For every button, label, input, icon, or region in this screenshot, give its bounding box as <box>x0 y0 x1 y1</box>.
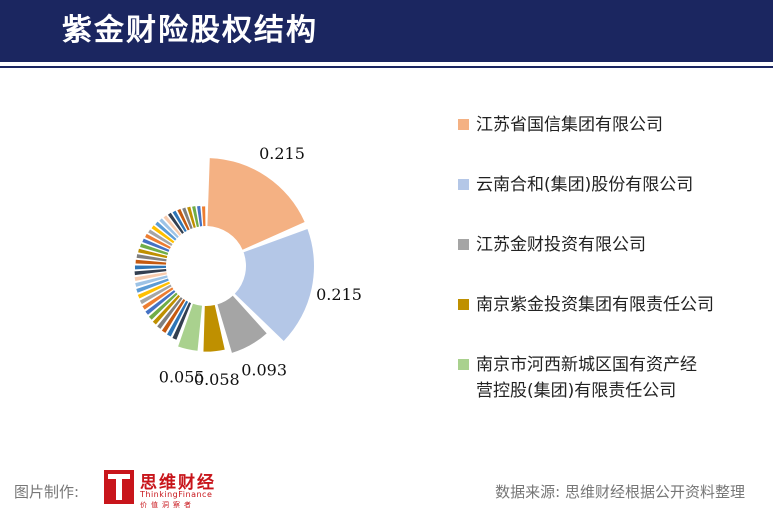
data-label-4: 0.058 <box>194 370 240 389</box>
pie-slice-other-20 <box>142 238 170 252</box>
pie-slice-other-28 <box>172 210 187 233</box>
logo-slogan: 价值洞察者 <box>140 501 195 509</box>
pie-slice-4 <box>203 305 225 352</box>
pie-slice-other-24 <box>155 221 177 241</box>
pie-slice-other-1 <box>172 302 192 340</box>
title-divider <box>0 66 773 68</box>
legend-label-4: 南京紫金投资集团有限责任公司 <box>476 295 714 315</box>
pie-slice-other-5 <box>152 294 180 325</box>
pie-slice-other-8 <box>142 287 174 310</box>
legend-label-5-line-2: 营控股(集团)有限责任公司 <box>476 381 676 401</box>
pie-slice-other-27 <box>167 212 184 234</box>
pie-slice-other-10 <box>137 281 171 299</box>
legend-swatch-1 <box>458 119 469 130</box>
pie-slice-other-6 <box>148 292 178 320</box>
pie-slices <box>134 158 315 353</box>
pie-slice-other-14 <box>134 268 167 276</box>
data-label-1: 0.215 <box>259 144 305 163</box>
data-source: 数据来源: 思维财经根据公开资料整理 <box>495 483 745 501</box>
pie-slice-other-31 <box>187 206 196 228</box>
pie-slice-other-11 <box>136 278 169 293</box>
title-bar: 紫金财险股权结构 <box>0 0 773 62</box>
footer-credit-label: 图片制作: <box>14 483 80 501</box>
pie-slice-other-13 <box>134 272 167 282</box>
legend-swatch-2 <box>458 179 469 190</box>
legend-label-1: 江苏省国信集团有限公司 <box>476 115 663 135</box>
pie-slice-other-21 <box>145 233 171 249</box>
pie-slice-other-12 <box>135 275 168 287</box>
pie-slice-other-16 <box>135 259 167 265</box>
pie-slice-other-34 <box>201 206 206 227</box>
legend-swatch-4 <box>458 299 469 310</box>
pie-slice-other-17 <box>136 254 167 262</box>
pie-slice-other-18 <box>138 248 168 259</box>
pie-slice-other-22 <box>148 229 173 246</box>
pie-slice-other-23 <box>151 225 175 244</box>
pie-slice-other-4 <box>157 297 183 329</box>
legend-swatch-5 <box>458 359 469 370</box>
thinking-finance-logo: 思维财经 ThinkingFinance 价值洞察者 <box>104 468 230 514</box>
pie-slice-other-2 <box>167 300 189 337</box>
pie-slice-other-15 <box>134 265 167 270</box>
pie-slice-other-9 <box>139 284 172 305</box>
pie-slice-5 <box>178 303 203 351</box>
pie-slice-other-33 <box>197 206 203 227</box>
pie-slice-other-32 <box>192 206 199 228</box>
legend-label-2: 云南合和(集团)股份有限公司 <box>476 175 693 195</box>
pie-slice-2 <box>234 229 315 341</box>
pie-slice-other-29 <box>177 208 190 231</box>
data-label-3: 0.093 <box>241 360 287 379</box>
pie-slice-other-7 <box>145 290 176 315</box>
legend-label-3: 江苏金财投资有限公司 <box>476 235 646 255</box>
pie-slice-other-30 <box>182 207 193 230</box>
page-title: 紫金财险股权结构 <box>62 13 318 48</box>
legend-label-5-line-1: 南京市河西新城区国有资产经 <box>476 355 697 375</box>
pie-slice-3 <box>217 295 267 353</box>
data-label-5: 0.055 <box>159 368 205 387</box>
logo-mark <box>104 470 134 504</box>
pie-slice-other-3 <box>161 299 186 333</box>
logo-chinese-name: 思维财经 <box>140 473 216 493</box>
pie-slice-other-26 <box>163 215 182 236</box>
pie-slice-other-19 <box>140 243 169 255</box>
data-label-2: 0.215 <box>316 285 362 304</box>
pie-slice-1 <box>207 158 305 250</box>
legend: 江苏省国信集团有限公司云南合和(集团)股份有限公司江苏金财投资有限公司南京紫金投… <box>458 115 714 401</box>
logo-english-name: ThinkingFinance <box>140 490 213 499</box>
pie-slice-other-25 <box>159 218 179 239</box>
legend-swatch-3 <box>458 239 469 250</box>
